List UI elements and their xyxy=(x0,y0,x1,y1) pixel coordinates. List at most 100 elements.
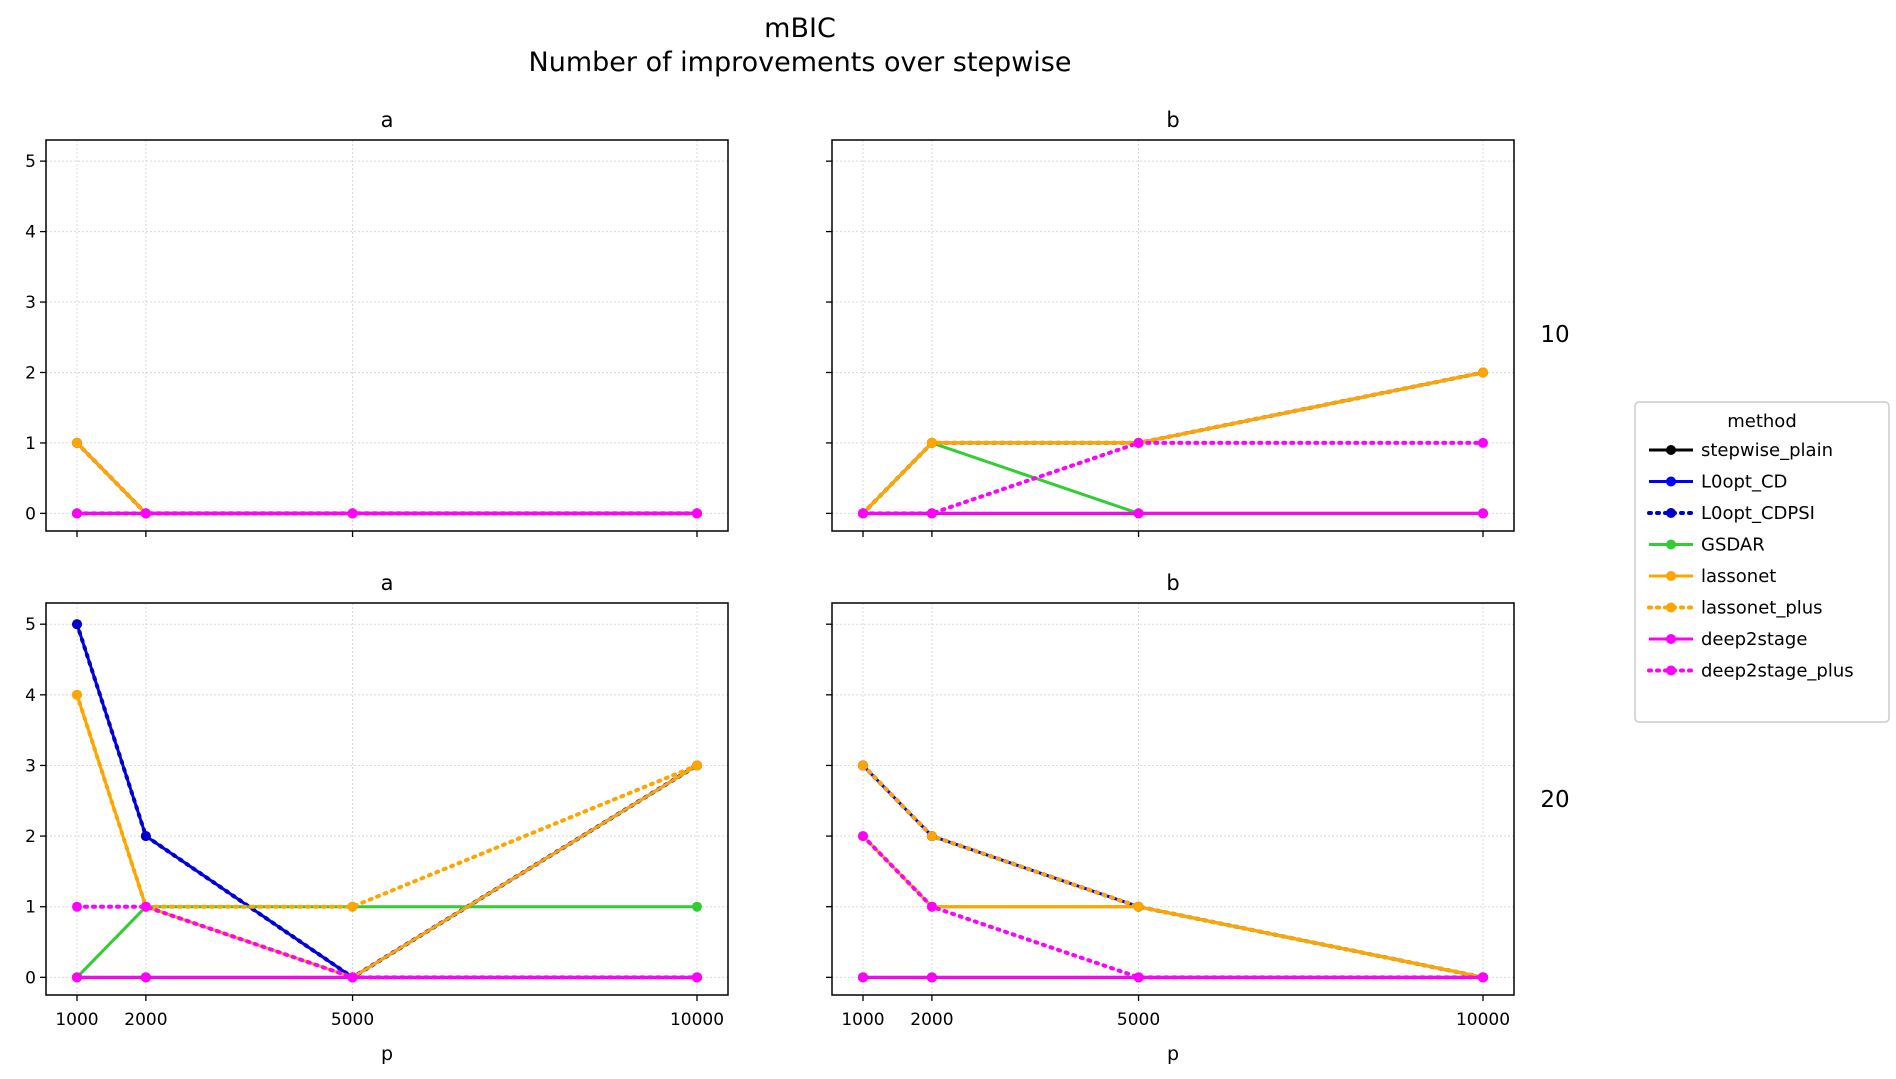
x-tick-label: 2000 xyxy=(910,1010,953,1030)
legend-swatch-marker xyxy=(1666,602,1676,613)
legend-label: lassonet xyxy=(1701,566,1776,587)
y-tick-label: 5 xyxy=(25,152,36,172)
data-point-deep2stage_plus xyxy=(858,508,868,519)
x-tick-label: 5000 xyxy=(331,1010,374,1030)
data-point-deep2stage_plus xyxy=(1478,437,1488,448)
legend-frame xyxy=(1634,401,1890,723)
x-tick-label: 10000 xyxy=(1456,1010,1510,1030)
legend-item-stepwise_plain: stepwise_plain xyxy=(1649,440,1833,461)
series-line-lassonet xyxy=(75,441,697,515)
legend-swatch-marker xyxy=(1666,476,1676,487)
data-point-deep2stage_plus xyxy=(72,901,82,912)
legend-items: stepwise_plain L0opt_CD L0opt_CDPSI GSDAR la… xyxy=(1647,440,1854,682)
panel-title: a xyxy=(381,108,394,132)
series-line-lassonet_plus xyxy=(861,370,1485,516)
series-line-GSDAR xyxy=(861,441,1483,515)
data-point-lassonet_plus xyxy=(926,437,937,448)
data-point-deep2stage xyxy=(1478,508,1488,519)
legend-item-lassonet: lassonet xyxy=(1649,566,1776,587)
data-point-L0opt_CDPSI xyxy=(72,619,82,630)
legend-title: method xyxy=(1727,411,1797,432)
series-line-L0opt_CDPSI xyxy=(75,622,699,980)
y-tick-label: 0 xyxy=(25,968,36,988)
chart-title-line2: Number of improvements over stepwise xyxy=(529,47,1072,78)
data-point-deep2stage_plus xyxy=(858,831,868,842)
y-tick-label: 1 xyxy=(25,898,36,918)
x-tick-label: 5000 xyxy=(1117,1010,1160,1030)
data-point-lassonet_plus xyxy=(1478,367,1488,378)
data-point-lassonet_plus xyxy=(72,689,82,700)
data-point-deep2stage_plus xyxy=(347,508,358,519)
panel-frame xyxy=(831,139,1515,532)
data-point-deep2stage_plus xyxy=(347,972,358,983)
panel-title: b xyxy=(1166,571,1179,595)
y-tick-label: 2 xyxy=(25,827,36,847)
series-line-L0opt_CD xyxy=(75,623,698,979)
y-tick-label: 3 xyxy=(25,756,36,776)
data-point-deep2stage_plus xyxy=(1133,437,1144,448)
legend-label: deep2stage xyxy=(1701,629,1807,650)
data-point-deep2stage_plus xyxy=(140,508,151,519)
data-point-deep2stage_plus xyxy=(926,508,937,519)
data-point-lassonet_plus xyxy=(692,760,702,771)
series-line-deep2stage_plus xyxy=(861,440,1485,516)
panel-3: 1000 2000 5000 10000 b p xyxy=(826,571,1515,1065)
data-point-deep2stage xyxy=(858,972,868,983)
data-point-deep2stage xyxy=(926,972,937,983)
series-line-lassonet_plus xyxy=(861,763,1485,980)
y-tick-label: 0 xyxy=(25,504,36,524)
chart-title-line1: mBIC xyxy=(764,13,836,44)
legend-item-L0opt_CDPSI: L0opt_CDPSI xyxy=(1647,503,1815,524)
data-point-deep2stage_plus xyxy=(72,508,82,519)
legend-swatch-marker xyxy=(1666,665,1676,676)
series-line-L0opt_CDPSI xyxy=(75,440,699,516)
data-point-deep2stage xyxy=(1133,508,1144,519)
data-point-lassonet_plus xyxy=(347,901,358,912)
data-point-lassonet_plus xyxy=(858,760,868,771)
data-point-lassonet_plus xyxy=(1133,901,1144,912)
row-label-10: 10 xyxy=(1540,322,1569,348)
legend-item-deep2stage: deep2stage xyxy=(1649,629,1807,650)
panel-frame xyxy=(831,602,1515,996)
legend-label: stepwise_plain xyxy=(1701,440,1833,461)
series-line-lassonet_plus xyxy=(75,440,699,516)
x-tick-label: 1000 xyxy=(55,1010,98,1030)
data-point-deep2stage_plus xyxy=(140,901,151,912)
series-line-GSDAR xyxy=(75,905,697,979)
data-point-L0opt_CDPSI xyxy=(140,831,151,842)
data-point-deep2stage xyxy=(140,972,151,983)
panel-1: b xyxy=(826,108,1515,537)
legend-swatch-marker xyxy=(1666,571,1676,581)
legend-swatch-marker xyxy=(1666,634,1676,644)
legend-item-GSDAR: GSDAR xyxy=(1649,535,1765,556)
series-line-L0opt_CD xyxy=(75,441,697,515)
x-tick-label: 1000 xyxy=(841,1010,884,1030)
panel-2: 1000 2000 5000 10000 0 1 2 3 4 5 a p xyxy=(25,571,729,1065)
series-line-L0opt_CD xyxy=(861,764,1484,979)
data-point-deep2stage_plus xyxy=(692,972,702,983)
legend-swatch-marker xyxy=(1666,445,1676,455)
panel-frame xyxy=(45,602,729,996)
y-tick-label: 5 xyxy=(25,615,36,635)
data-point-deep2stage_plus xyxy=(1478,972,1488,983)
y-tick-label: 2 xyxy=(25,363,36,383)
data-point-deep2stage_plus xyxy=(692,508,702,519)
y-tick-label: 3 xyxy=(25,293,36,313)
series-line-deep2stage_plus xyxy=(861,834,1485,980)
panel-title: b xyxy=(1166,108,1179,132)
x-tick-label: 2000 xyxy=(124,1010,167,1030)
legend-label: L0opt_CDPSI xyxy=(1701,503,1815,524)
series-line-deep2stage_plus xyxy=(75,904,699,980)
panels-layer: 0 1 2 3 4 5 a b 1000 2000 5000 10000 0 1 2 3 4 5 a p 1000 200… xyxy=(25,108,1515,1065)
data-point-lassonet_plus xyxy=(72,437,82,448)
series-line-lassonet_plus xyxy=(75,692,699,909)
y-tick-label: 4 xyxy=(25,223,36,243)
x-axis-label: p xyxy=(1167,1043,1179,1065)
panel-0: 0 1 2 3 4 5 a xyxy=(25,108,729,537)
legend-swatch-marker xyxy=(1666,539,1676,550)
panel-frame xyxy=(45,139,729,532)
x-tick-label: 10000 xyxy=(670,1010,724,1030)
legend-label: lassonet_plus xyxy=(1701,598,1823,619)
data-point-deep2stage_plus xyxy=(1133,972,1144,983)
